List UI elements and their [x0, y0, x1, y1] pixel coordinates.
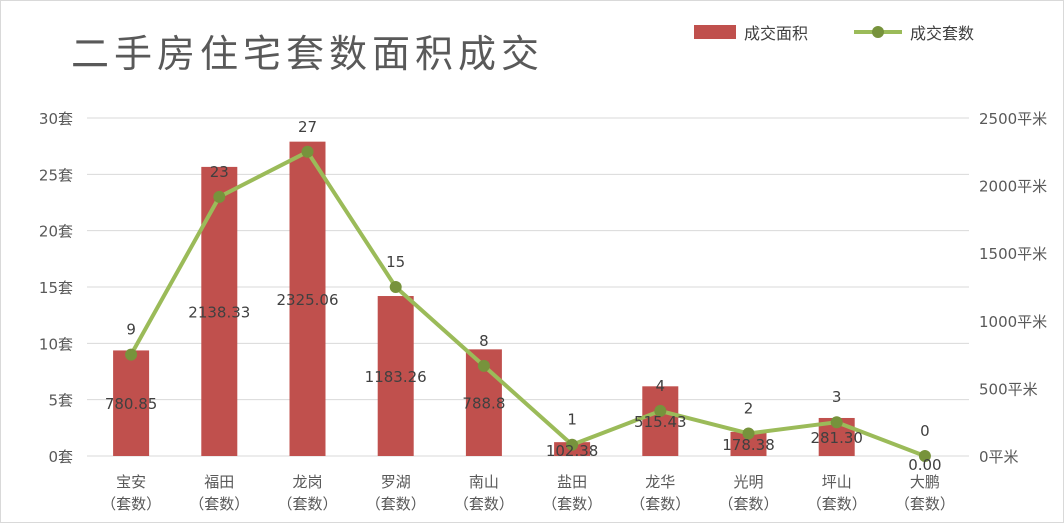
x-tick-label: 大鹏 — [910, 473, 940, 491]
line-data-label: 15 — [386, 253, 405, 271]
bar — [642, 386, 679, 456]
bar-data-label: 1183.26 — [365, 368, 427, 386]
y-right-tick-label: 0平米 — [979, 448, 1019, 466]
x-tick-label: （套数） — [895, 495, 955, 513]
x-tick-label: （套数） — [101, 495, 161, 513]
legend-bar-swatch — [694, 25, 736, 39]
line-data-label: 4 — [656, 377, 666, 395]
line-point — [477, 359, 490, 372]
x-tick-label: （套数） — [718, 495, 778, 513]
y-left-tick-label: 20套 — [39, 223, 73, 241]
x-tick-label: 龙岗 — [292, 473, 322, 491]
legend-label-area: 成交面积 — [744, 24, 809, 43]
line-data-label: 27 — [298, 118, 317, 136]
x-tick-label: （套数） — [807, 495, 867, 513]
line-point — [918, 450, 931, 462]
x-tick-label: （套数） — [366, 495, 426, 513]
y-right-tick-label: 2000平米 — [979, 178, 1047, 196]
line-data-label: 1 — [567, 411, 577, 429]
line-point — [654, 404, 667, 417]
line-point — [742, 427, 755, 440]
bar-data-label: 281.30 — [810, 429, 863, 447]
line-point — [389, 281, 402, 293]
bar-data-label: 102.38 — [546, 442, 599, 460]
x-tick-label: 罗湖 — [381, 473, 411, 491]
line-data-label: 3 — [832, 388, 842, 406]
bar-data-label: 788.8 — [462, 395, 505, 413]
bar-data-label: 178.38 — [722, 436, 775, 454]
x-tick-label: 宝安 — [116, 473, 146, 491]
bar-data-label: 2325.06 — [276, 291, 338, 309]
legend-item-area: 成交面积 — [694, 21, 808, 43]
y-left-tick-label: 10套 — [39, 335, 73, 353]
line-data-label: 9 — [126, 321, 136, 339]
bar — [377, 296, 414, 456]
x-tick-label: （套数） — [542, 495, 602, 513]
y-left-tick-label: 0套 — [48, 448, 73, 466]
y-right-tick-label: 500平米 — [979, 380, 1038, 398]
line-point — [566, 438, 579, 451]
y-right-tick-label: 2500平米 — [979, 110, 1047, 128]
x-tick-label: 盐田 — [557, 473, 587, 491]
x-tick-label: （套数） — [454, 495, 514, 513]
chart-title: 二手房住宅套数面积成交 — [71, 32, 545, 76]
y-left-tick-label: 5套 — [48, 392, 73, 410]
y-right-tick-label: 1500平米 — [979, 245, 1047, 263]
x-tick-label: 光明 — [733, 473, 763, 491]
x-tick-label: 福田 — [204, 473, 234, 491]
bar-data-label: 0.00 — [908, 456, 941, 474]
bar — [289, 141, 326, 456]
legend-line-swatch — [854, 25, 902, 39]
line-data-label: 8 — [479, 332, 489, 350]
y-right-tick-label: 1000平米 — [979, 313, 1047, 331]
line-point — [125, 348, 138, 361]
x-tick-label: （套数） — [189, 495, 249, 513]
line-point — [830, 416, 843, 429]
line-data-label: 2 — [744, 399, 754, 417]
legend-item-count: 成交套数 — [854, 21, 974, 43]
bar-data-label: 515.43 — [634, 413, 687, 431]
bar — [113, 350, 150, 456]
line-data-label: 0 — [920, 422, 930, 440]
x-tick-label: （套数） — [630, 495, 690, 513]
line-data-label: 23 — [210, 163, 229, 181]
bar-data-label: 2138.33 — [188, 303, 250, 321]
x-tick-label: 坪山 — [822, 473, 852, 491]
y-left-tick-label: 15套 — [39, 279, 73, 297]
x-tick-label: （套数） — [277, 495, 337, 513]
series-line — [129, 149, 926, 458]
x-tick-label: 龙华 — [645, 473, 675, 491]
line-point — [301, 145, 314, 158]
bar-data-label: 780.85 — [105, 395, 158, 413]
x-tick-label: 南山 — [469, 473, 499, 491]
legend-label-count: 成交套数 — [910, 24, 975, 43]
y-left-tick-label: 30套 — [39, 110, 73, 128]
line-point — [213, 190, 226, 203]
y-left-tick-label: 25套 — [39, 166, 73, 184]
